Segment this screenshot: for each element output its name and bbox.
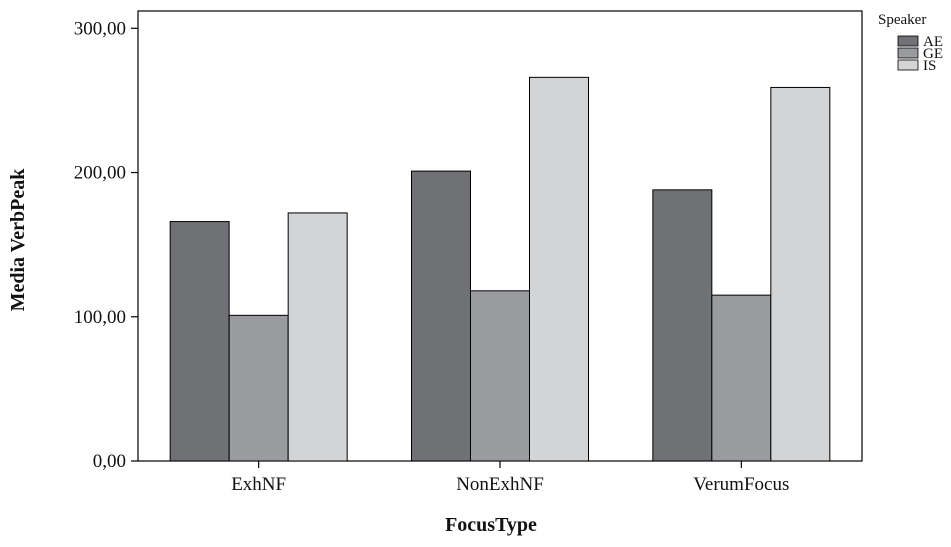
legend-title: Speaker xyxy=(878,12,926,28)
y-axis-title: Media VerbPeak xyxy=(7,168,29,312)
bar-is-verumfocus xyxy=(770,86,831,462)
y-tick-label: 200,00 xyxy=(74,163,126,184)
legend-label-ge: GE xyxy=(923,46,943,62)
x-tick-label-nonexhnf: NonExhNF xyxy=(456,474,544,495)
bar-is-exhnf xyxy=(287,212,348,462)
legend-swatch-ge xyxy=(897,47,919,59)
y-tick-label: 100,00 xyxy=(74,307,126,328)
x-tick-label-verumfocus: VerumFocus xyxy=(693,474,789,495)
legend-label-ae: AE xyxy=(923,34,943,50)
x-tick-label-exhnf: ExhNF xyxy=(231,474,286,495)
legend-swatch-ae xyxy=(897,35,919,47)
bar-is-nonexhnf xyxy=(529,76,589,462)
y-tick-label: 0,00 xyxy=(93,451,126,472)
legend-swatch-is xyxy=(897,59,919,71)
x-axis-title: FocusType xyxy=(445,514,537,536)
bar-ae-exhnf xyxy=(169,221,230,462)
bar-ge-verumfocus xyxy=(711,294,772,462)
bar-ae-nonexhnf xyxy=(411,170,471,462)
y-axis: 0,00 100,00 200,00 300,00 xyxy=(74,18,138,472)
x-axis: ExhNF NonExhNF VerumFocus xyxy=(231,461,789,495)
y-tick-label: 300,00 xyxy=(74,18,126,39)
bar-ae-verumfocus xyxy=(652,189,713,462)
bars-layer xyxy=(169,76,831,462)
legend-label-is: IS xyxy=(923,58,936,74)
bar-ge-nonexhnf xyxy=(470,290,530,462)
bar-ge-exhnf xyxy=(228,314,289,462)
